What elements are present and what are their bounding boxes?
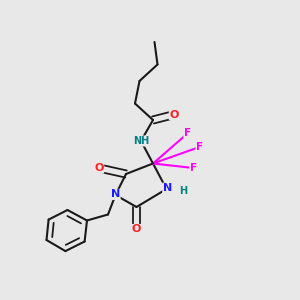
Text: O: O bbox=[132, 224, 141, 235]
Text: N: N bbox=[163, 183, 172, 193]
Text: O: O bbox=[94, 163, 104, 173]
Text: H: H bbox=[179, 186, 187, 197]
Text: F: F bbox=[190, 163, 197, 173]
Text: F: F bbox=[196, 142, 203, 152]
Text: NH: NH bbox=[133, 136, 149, 146]
Text: N: N bbox=[111, 189, 120, 200]
Text: O: O bbox=[169, 110, 179, 120]
Text: F: F bbox=[184, 128, 191, 139]
